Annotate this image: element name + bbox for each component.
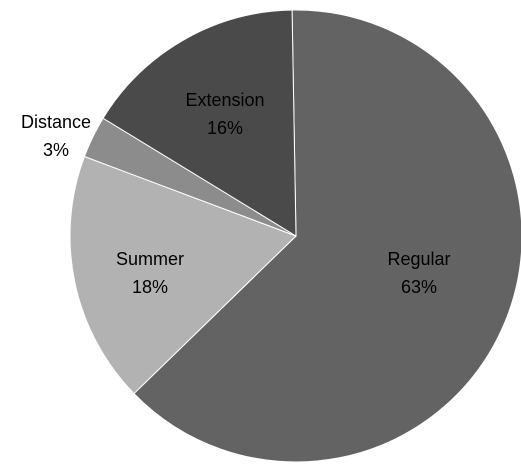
slice-label-distance-name: Distance bbox=[21, 112, 91, 132]
pie-slice-summer bbox=[69, 155, 297, 395]
pie-labels: Regular 63% Summer 18% Distance 3% Exten… bbox=[21, 90, 451, 297]
slice-label-summer-pct: 18% bbox=[132, 277, 168, 297]
slice-label-regular-name: Regular bbox=[387, 249, 450, 269]
slice-label-distance-pct: 3% bbox=[43, 140, 69, 160]
pie-slices bbox=[69, 9, 521, 463]
slice-label-regular-pct: 63% bbox=[401, 277, 437, 297]
slice-label-extension-name: Extension bbox=[185, 90, 264, 110]
slice-label-extension-pct: 16% bbox=[207, 118, 243, 138]
slice-label-summer-name: Summer bbox=[116, 249, 184, 269]
pie-slice-extension bbox=[102, 9, 297, 237]
pie-slice-regular bbox=[133, 9, 521, 463]
